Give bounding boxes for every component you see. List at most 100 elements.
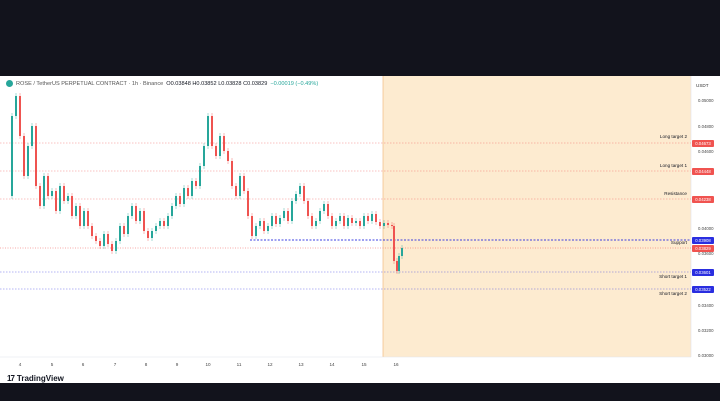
candle-body [183, 188, 185, 204]
candle-body [155, 226, 157, 231]
candle-body [323, 204, 325, 211]
candle-body [327, 204, 329, 216]
ohlc-values: O0.03848 H0.03852 L0.03828 C0.03829 [166, 80, 268, 87]
long-target-1-label: Long target 1 [659, 163, 687, 168]
short-target-1-label: Short target 1 [659, 274, 687, 279]
time-axis-label: 8 [144, 362, 148, 367]
time-axis-label: 12 [267, 362, 273, 367]
candle-body [195, 181, 197, 186]
resistance-label: Resistance [664, 191, 687, 196]
time-axis-label: 5 [50, 362, 54, 367]
candle-body [59, 186, 61, 211]
candle-body [87, 211, 89, 226]
candle-body [35, 126, 37, 186]
candle-body [127, 216, 129, 234]
candle-body [259, 221, 261, 226]
candle-body [211, 116, 213, 146]
price-axis-label: 0.04800 [698, 124, 714, 129]
candle-body [99, 241, 101, 246]
candle-body [355, 221, 357, 223]
short-target-1-price-tag: 0.03601 [692, 269, 714, 276]
candle-body [391, 225, 393, 226]
candle-body [151, 231, 153, 238]
candle-body [251, 216, 253, 236]
time-axis-label: 6 [81, 362, 85, 367]
candle-body [15, 96, 17, 116]
time-axis-label: 11 [236, 362, 242, 367]
candle-body [215, 146, 217, 156]
long-target-1-price-tag: 0.04448 [692, 168, 714, 175]
candle-body [223, 136, 225, 151]
candle-body [231, 161, 233, 186]
candle-body [71, 196, 73, 216]
candle-body [247, 191, 249, 216]
candle-body [339, 216, 341, 221]
candle-body [187, 188, 189, 196]
candle-body [167, 216, 169, 226]
candle-body [175, 196, 177, 206]
candle-body [235, 186, 237, 196]
candle-body [396, 261, 398, 271]
time-axis-label: 4 [18, 362, 22, 367]
time-axis-label: 15 [361, 362, 367, 367]
candle-body [119, 226, 121, 241]
tradingview-logo[interactable]: 17 TradingView [7, 374, 64, 383]
candle-body [283, 211, 285, 218]
candle-body [207, 116, 209, 146]
candle-body [219, 136, 221, 156]
symbol-title[interactable]: ROSE / TetherUS PERPETUAL CONTRACT · 1h … [16, 80, 164, 87]
price-chart[interactable] [0, 76, 720, 383]
candle-body [267, 226, 269, 231]
candle-body [171, 206, 173, 216]
tradingview-wordmark: TradingView [16, 374, 64, 383]
candle-body [398, 256, 400, 271]
candle-body [39, 186, 41, 206]
price-axis-label: 0.03200 [698, 328, 714, 333]
time-axis-label: 16 [393, 362, 399, 367]
long-target-2-label: Long target 2 [659, 134, 687, 139]
candle-body [295, 194, 297, 201]
resistance-price-tag: 0.04238 [692, 196, 714, 203]
candle-body [203, 146, 205, 166]
candle-body [179, 196, 181, 204]
candle-body [375, 214, 377, 222]
candle-body [79, 206, 81, 226]
candle-body [371, 214, 373, 221]
current-price-tag: 0.03829 [692, 245, 714, 252]
candle-body [199, 166, 201, 186]
candle-body [47, 176, 49, 196]
candle-body [291, 201, 293, 221]
candle-body [159, 221, 161, 226]
candle-body [63, 186, 65, 201]
candle-body [131, 206, 133, 216]
short-target-2-price-tag: 0.03522 [692, 286, 714, 293]
price-axis-label: 0.03400 [698, 303, 714, 308]
tradingview-mark-icon: 17 [7, 374, 15, 383]
candle-body [363, 216, 365, 226]
candle-body [383, 223, 385, 226]
price-change: −0.00019 (−0.49%) [270, 80, 319, 87]
candlestick-series [11, 93, 403, 274]
short-target-2-label: Short target 2 [659, 291, 687, 296]
candle-body [315, 221, 317, 226]
candle-body [75, 206, 77, 216]
candle-body [107, 234, 109, 244]
time-axis-label: 13 [298, 362, 304, 367]
candle-body [95, 236, 97, 241]
chart-frame[interactable]: ROSE / TetherUS PERPETUAL CONTRACT · 1h … [0, 76, 720, 383]
candle-body [19, 96, 21, 136]
support-price-tag: 0.03908 [692, 237, 714, 244]
candle-body [111, 244, 113, 251]
candle-body [263, 221, 265, 231]
candle-body [303, 186, 305, 201]
time-axis-label: 14 [329, 362, 335, 367]
candle-body [299, 186, 301, 194]
candle-body [401, 248, 403, 256]
price-axis-label: 0.03000 [698, 353, 714, 358]
projection-zone [383, 76, 691, 357]
candle-body [51, 191, 53, 196]
candle-body [367, 216, 369, 221]
candle-body [275, 216, 277, 224]
price-axis-label: 0.04600 [698, 149, 714, 154]
candle-body [271, 216, 273, 226]
